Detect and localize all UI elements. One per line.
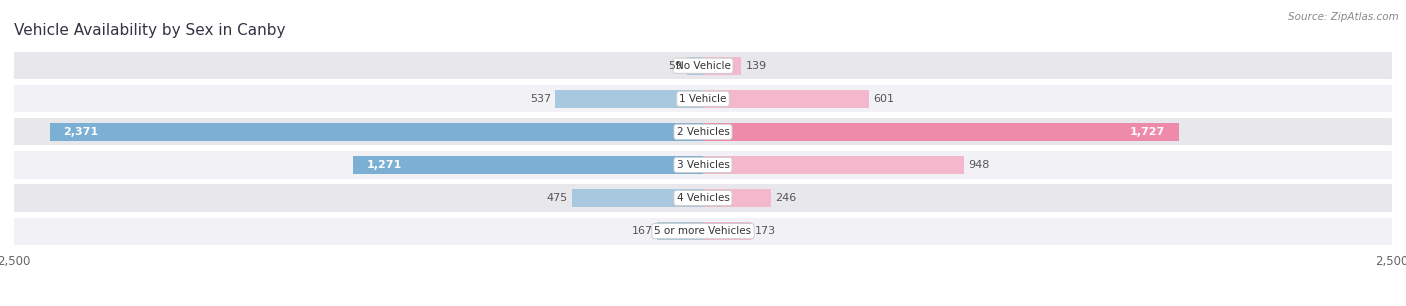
Bar [703, 123, 1178, 141]
Bar [686, 57, 703, 75]
Text: 246: 246 [775, 193, 796, 203]
Text: 537: 537 [530, 94, 551, 104]
Text: 1,271: 1,271 [367, 160, 402, 170]
Text: 475: 475 [547, 193, 568, 203]
Text: Source: ZipAtlas.com: Source: ZipAtlas.com [1288, 12, 1399, 22]
Text: 948: 948 [969, 160, 990, 170]
Bar [49, 123, 703, 141]
Bar [14, 85, 1392, 112]
Bar [555, 90, 703, 108]
Text: Vehicle Availability by Sex in Canby: Vehicle Availability by Sex in Canby [14, 23, 285, 38]
Text: 173: 173 [755, 226, 776, 236]
Bar [703, 57, 741, 75]
Bar [572, 189, 703, 207]
Bar [703, 156, 965, 174]
Text: No Vehicle: No Vehicle [675, 61, 731, 71]
Text: 2,371: 2,371 [63, 127, 98, 137]
Text: 167: 167 [631, 226, 652, 236]
Text: 601: 601 [873, 94, 894, 104]
Bar [14, 118, 1392, 145]
Bar [14, 218, 1392, 244]
Text: 1,727: 1,727 [1130, 127, 1166, 137]
Bar [353, 156, 703, 174]
Bar [703, 90, 869, 108]
Text: 3 Vehicles: 3 Vehicles [676, 160, 730, 170]
Bar [703, 222, 751, 240]
Bar [14, 52, 1392, 79]
Text: 2 Vehicles: 2 Vehicles [676, 127, 730, 137]
Text: 4 Vehicles: 4 Vehicles [676, 193, 730, 203]
Bar [657, 222, 703, 240]
Text: 59: 59 [668, 61, 682, 71]
Bar [703, 189, 770, 207]
Text: 1 Vehicle: 1 Vehicle [679, 94, 727, 104]
Bar [14, 151, 1392, 178]
Bar [14, 185, 1392, 211]
Text: 5 or more Vehicles: 5 or more Vehicles [654, 226, 752, 236]
Text: 139: 139 [745, 61, 766, 71]
